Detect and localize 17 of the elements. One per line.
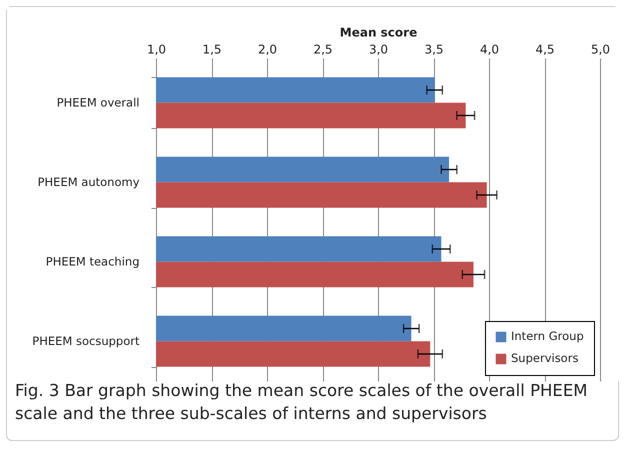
- x-tick-label: 1,5: [202, 42, 222, 56]
- x-tick-label: 3,0: [368, 42, 388, 56]
- y-tick-label: PHEEM teaching: [46, 254, 140, 268]
- legend-label: Intern Group: [511, 329, 584, 343]
- annotation: Fig. 3 Bar graph showing the mean score scales of the overall PHEEM scale and the three sub-scales of interns and supervisors: [15, 380, 589, 425]
- y-tick-label: PHEEM socsupport: [32, 334, 140, 348]
- x-tick-label: 3,5: [424, 42, 444, 56]
- x-tick-label: 2,0: [258, 42, 278, 56]
- y-tick-label: PHEEM overall: [56, 95, 140, 110]
- x-tick-label: 4,0: [480, 42, 500, 56]
- x-tick-label: 4,5: [535, 42, 555, 56]
- legend-label: Supervisors: [511, 351, 578, 365]
- y-tick-label: PHEEM autonomy: [38, 174, 140, 189]
- x-tick-label: 2,5: [313, 42, 333, 56]
- x-tick-label: 5,0: [590, 42, 610, 56]
- x-tick-label: 1,0: [146, 42, 166, 56]
- x-axis-title: Mean score: [340, 26, 418, 40]
